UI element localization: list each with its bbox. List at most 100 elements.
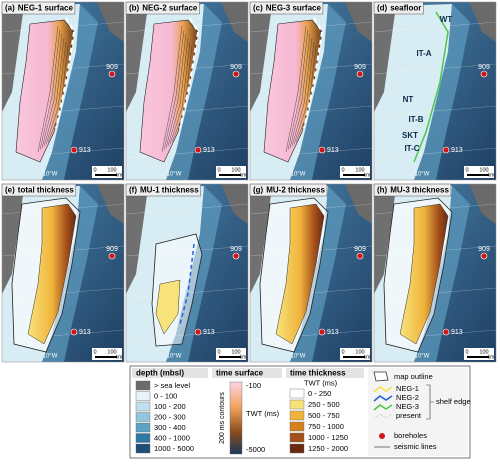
legend-label: 200 - 300 bbox=[154, 412, 186, 421]
graticule bbox=[126, 329, 248, 341]
line-icon bbox=[373, 386, 393, 393]
contour bbox=[287, 29, 309, 151]
borehole bbox=[232, 70, 240, 78]
scale-label: 100 bbox=[355, 167, 364, 173]
legend-label: seismic lines bbox=[394, 442, 437, 451]
scale-label: km bbox=[364, 354, 371, 360]
graticule bbox=[250, 147, 372, 159]
legend-title: time thickness bbox=[290, 369, 346, 378]
scale-label: 0 bbox=[341, 349, 344, 355]
land bbox=[469, 2, 496, 42]
legend-label: 1000 - 1250 bbox=[308, 433, 348, 442]
scale-bar bbox=[219, 356, 241, 358]
scale-bar bbox=[343, 174, 365, 176]
borehole bbox=[356, 70, 364, 78]
borehole-label: 909 bbox=[478, 246, 490, 253]
borehole bbox=[480, 252, 488, 260]
contour bbox=[291, 37, 313, 147]
panel-frame bbox=[1, 183, 125, 363]
scale-label: 0 bbox=[465, 167, 468, 173]
panel-letter: (c) bbox=[253, 4, 263, 13]
legend-swatch bbox=[135, 391, 151, 401]
legend-label: 0 - 100 bbox=[154, 391, 177, 400]
contour bbox=[169, 41, 191, 145]
panel-frame bbox=[1, 1, 125, 181]
shelf bbox=[374, 4, 452, 180]
borehole-icon bbox=[379, 433, 385, 439]
feature-label: IT-C bbox=[404, 144, 419, 153]
panel-name: NEG-1 surface bbox=[18, 4, 74, 13]
thickness bbox=[27, 203, 77, 345]
land bbox=[97, 2, 124, 42]
legend-title: depth (mbsl) bbox=[136, 369, 184, 378]
borehole bbox=[194, 328, 202, 336]
scale-bar bbox=[95, 356, 117, 358]
panel-frame bbox=[125, 183, 249, 363]
panel-frame bbox=[249, 1, 373, 181]
borehole bbox=[318, 146, 326, 154]
graticule bbox=[374, 21, 496, 33]
feature-label: IT-B bbox=[408, 115, 423, 124]
panel-title: (f) MU-1 thickness bbox=[129, 186, 199, 195]
borehole bbox=[318, 328, 326, 336]
line-icon bbox=[373, 404, 393, 411]
borehole bbox=[108, 70, 116, 78]
borehole-label: 913 bbox=[79, 329, 91, 336]
borehole-label: 909 bbox=[106, 64, 118, 71]
borehole-label: 909 bbox=[478, 64, 490, 71]
legend-header-bg bbox=[286, 368, 364, 378]
scale-label: km bbox=[488, 172, 495, 178]
land bbox=[97, 184, 124, 224]
scale-label: km bbox=[240, 172, 247, 178]
scale-label: 100 bbox=[479, 167, 488, 173]
panel-title: (b) NEG-2 surface bbox=[129, 4, 198, 13]
panel-letter: (g) bbox=[253, 186, 264, 195]
scale-bar bbox=[343, 356, 365, 358]
panel-letter: (a) bbox=[5, 4, 15, 13]
legend-label: NEG-2 bbox=[396, 393, 419, 402]
panel-frame bbox=[373, 1, 497, 181]
legend-swatch bbox=[135, 422, 151, 433]
shelf-edge bbox=[55, 17, 76, 129]
borehole bbox=[480, 70, 488, 78]
contour bbox=[43, 37, 65, 147]
legend-swatch bbox=[135, 443, 151, 454]
slope bbox=[42, 4, 98, 180]
scale-label: 100 bbox=[231, 349, 240, 355]
shelf-edge bbox=[303, 17, 324, 129]
legend-section bbox=[368, 368, 468, 456]
scale-bar bbox=[219, 174, 241, 176]
legend-label: 300 - 400 bbox=[154, 423, 186, 432]
borehole bbox=[70, 146, 78, 154]
land bbox=[469, 184, 496, 224]
graticule bbox=[374, 105, 496, 117]
graticule bbox=[126, 203, 248, 215]
scale-label: 100 bbox=[479, 349, 488, 355]
scale-label: 0 bbox=[217, 349, 220, 355]
feature-label: IT-A bbox=[416, 49, 431, 58]
legend-label: 400 - 1000 bbox=[154, 433, 190, 442]
contour-note: 200 ms contours bbox=[219, 392, 226, 444]
panel-title: (c) NEG-3 surface bbox=[253, 4, 321, 13]
panel-title: (e) total thickness bbox=[5, 186, 74, 195]
panel-title: (a) NEG-1 surface bbox=[5, 4, 73, 13]
borehole-label: 909 bbox=[354, 246, 366, 253]
contour bbox=[39, 29, 61, 151]
borehole-label: 913 bbox=[203, 329, 215, 336]
borehole-label: 909 bbox=[230, 64, 242, 71]
legend-label: NEG-3 bbox=[396, 402, 419, 411]
borehole-label: 913 bbox=[327, 147, 339, 154]
line-icon bbox=[373, 395, 393, 402]
borehole bbox=[108, 252, 116, 260]
line-icon-outline bbox=[373, 413, 393, 420]
longitude-label: 10°W bbox=[291, 354, 306, 360]
panel-letter: (b) bbox=[129, 4, 140, 13]
scale-label: km bbox=[116, 354, 123, 360]
legend-label: 750 - 1000 bbox=[308, 422, 344, 431]
panel-letter: (f) bbox=[129, 186, 137, 195]
